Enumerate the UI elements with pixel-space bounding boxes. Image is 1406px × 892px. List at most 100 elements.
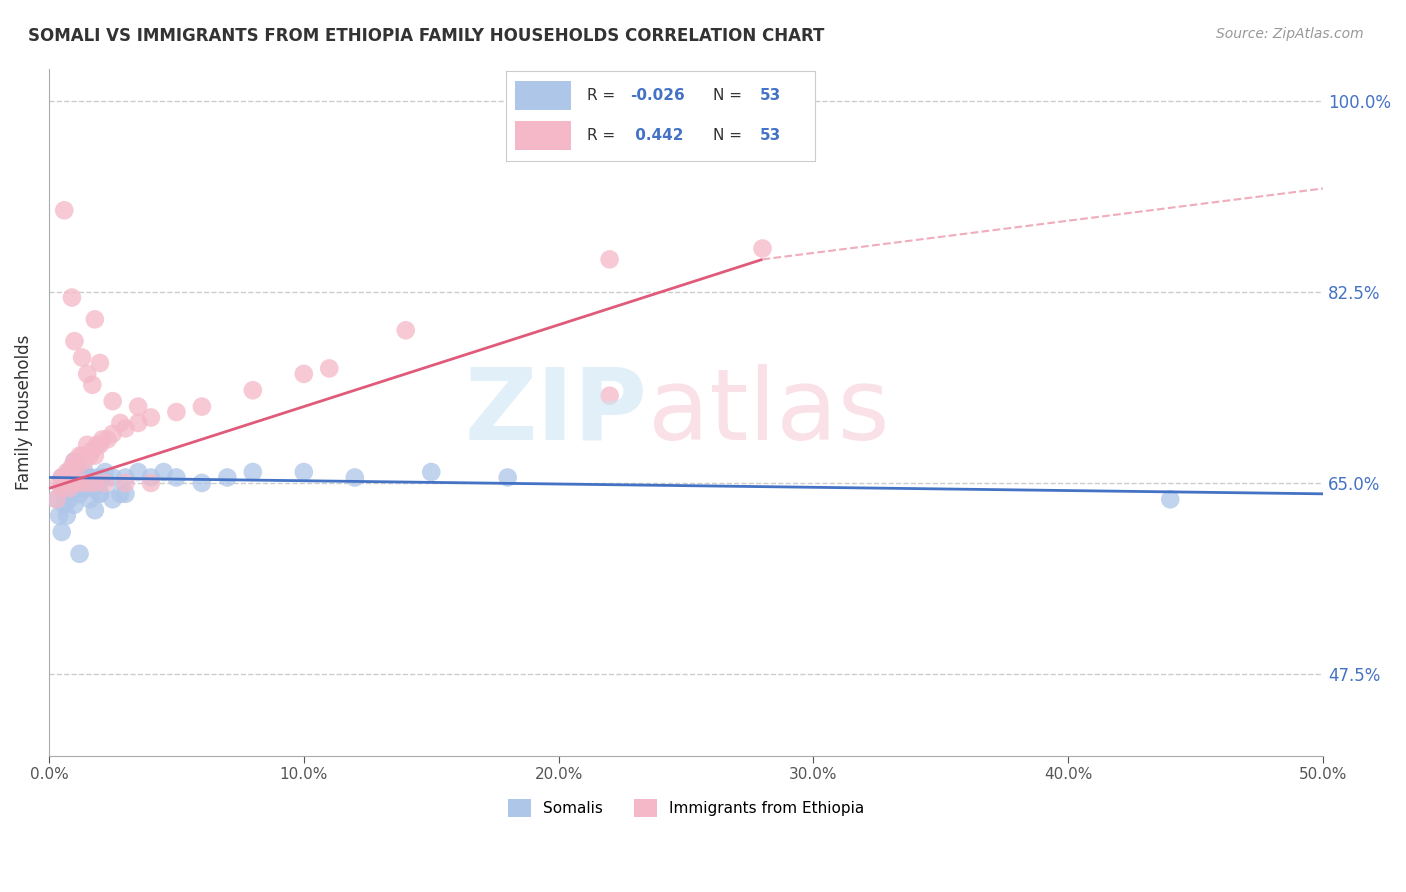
Point bbox=[66, 459, 89, 474]
Point bbox=[82, 482, 104, 496]
Point bbox=[127, 465, 149, 479]
Point bbox=[395, 323, 418, 337]
Text: SOMALI VS IMMIGRANTS FROM ETHIOPIA FAMILY HOUSEHOLDS CORRELATION CHART: SOMALI VS IMMIGRANTS FROM ETHIOPIA FAMIL… bbox=[28, 27, 824, 45]
Point bbox=[45, 492, 67, 507]
Point bbox=[63, 454, 86, 468]
Point bbox=[51, 470, 73, 484]
Point bbox=[66, 470, 89, 484]
Point bbox=[420, 465, 443, 479]
Point bbox=[599, 252, 621, 267]
Point bbox=[343, 470, 366, 484]
Point bbox=[73, 482, 96, 496]
Point bbox=[73, 454, 96, 468]
Point bbox=[496, 470, 519, 484]
Point bbox=[58, 482, 80, 496]
Point bbox=[94, 465, 117, 479]
Point bbox=[63, 334, 86, 348]
Point bbox=[89, 356, 111, 370]
Point bbox=[318, 361, 340, 376]
Text: N =: N = bbox=[713, 88, 747, 103]
Point bbox=[101, 492, 124, 507]
Text: -0.026: -0.026 bbox=[630, 88, 685, 103]
Point bbox=[69, 547, 91, 561]
Point bbox=[191, 400, 214, 414]
Point bbox=[139, 475, 162, 490]
Point bbox=[83, 503, 105, 517]
Point bbox=[101, 470, 124, 484]
Point bbox=[48, 475, 70, 490]
Point bbox=[76, 438, 98, 452]
Point bbox=[101, 394, 124, 409]
Text: R =: R = bbox=[586, 128, 620, 143]
Point bbox=[51, 482, 73, 496]
Text: 53: 53 bbox=[759, 88, 782, 103]
Point bbox=[69, 487, 91, 501]
Point bbox=[79, 449, 101, 463]
Point bbox=[48, 508, 70, 523]
Point bbox=[127, 416, 149, 430]
Point bbox=[63, 482, 86, 496]
Point bbox=[114, 421, 136, 435]
Point bbox=[114, 470, 136, 484]
Text: N =: N = bbox=[713, 128, 747, 143]
Point bbox=[191, 475, 214, 490]
Point bbox=[242, 383, 264, 397]
Point bbox=[56, 508, 79, 523]
Point bbox=[69, 449, 91, 463]
Point bbox=[76, 475, 98, 490]
Point bbox=[101, 426, 124, 441]
Point bbox=[56, 465, 79, 479]
Legend: Somalis, Immigrants from Ethiopia: Somalis, Immigrants from Ethiopia bbox=[502, 793, 870, 823]
Point bbox=[165, 405, 187, 419]
Point bbox=[53, 203, 76, 218]
Point bbox=[97, 432, 120, 446]
Point bbox=[76, 367, 98, 381]
Point bbox=[139, 470, 162, 484]
Bar bbox=[516, 81, 571, 110]
Point bbox=[60, 475, 83, 490]
Point bbox=[599, 389, 621, 403]
Point bbox=[53, 470, 76, 484]
Point bbox=[76, 475, 98, 490]
Point bbox=[83, 475, 105, 490]
Point bbox=[751, 242, 773, 256]
Point bbox=[94, 475, 117, 490]
Point bbox=[63, 454, 86, 468]
Point bbox=[60, 459, 83, 474]
Point bbox=[53, 498, 76, 512]
Point bbox=[63, 475, 86, 490]
Point bbox=[89, 487, 111, 501]
Point bbox=[70, 470, 93, 484]
Point bbox=[114, 475, 136, 490]
Point bbox=[58, 465, 80, 479]
Y-axis label: Family Households: Family Households bbox=[15, 334, 32, 490]
Text: R =: R = bbox=[586, 88, 620, 103]
Point bbox=[127, 400, 149, 414]
Point bbox=[83, 449, 105, 463]
Point bbox=[292, 367, 315, 381]
Point bbox=[110, 487, 132, 501]
Point bbox=[165, 470, 187, 484]
Point bbox=[242, 465, 264, 479]
Bar bbox=[516, 121, 571, 150]
Text: Source: ZipAtlas.com: Source: ZipAtlas.com bbox=[1216, 27, 1364, 41]
Point bbox=[60, 291, 83, 305]
Text: atlas: atlas bbox=[648, 364, 890, 460]
Point bbox=[110, 416, 132, 430]
Point bbox=[79, 492, 101, 507]
Point bbox=[139, 410, 162, 425]
Point bbox=[114, 487, 136, 501]
Point bbox=[86, 438, 108, 452]
Point bbox=[1159, 492, 1181, 507]
Point bbox=[58, 470, 80, 484]
Point bbox=[56, 487, 79, 501]
Point bbox=[89, 475, 111, 490]
Text: 53: 53 bbox=[759, 128, 782, 143]
Point bbox=[89, 438, 111, 452]
Point bbox=[70, 482, 93, 496]
Point bbox=[217, 470, 239, 484]
Text: 0.442: 0.442 bbox=[630, 128, 683, 143]
Point bbox=[86, 470, 108, 484]
Point bbox=[82, 443, 104, 458]
Point bbox=[91, 432, 114, 446]
